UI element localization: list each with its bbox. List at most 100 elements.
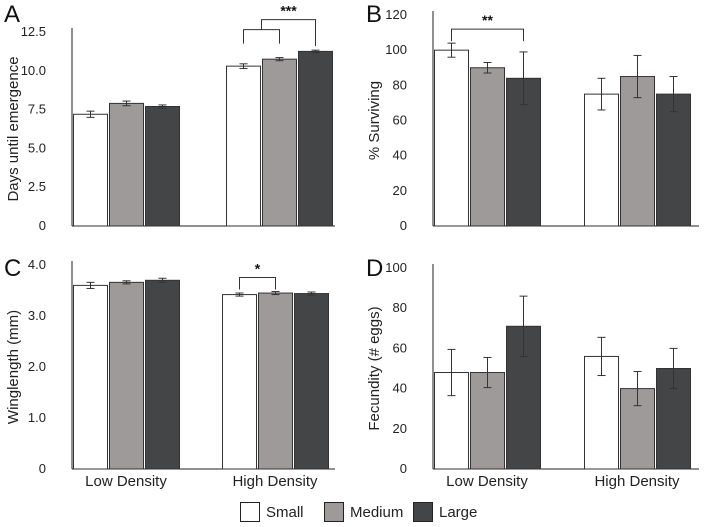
bar-a-1-large bbox=[298, 50, 333, 227]
y-tick-b-4: 80 bbox=[393, 77, 407, 92]
bar-a-0-medium bbox=[109, 102, 144, 227]
x-tick-c-0: Low Density bbox=[85, 473, 167, 490]
significance-label-c-0: * bbox=[255, 261, 261, 277]
error-bar-a-0-medium bbox=[122, 100, 131, 107]
panel-label-b: B bbox=[366, 1, 382, 28]
bar-c-1-small bbox=[222, 294, 257, 470]
y-axis-label-d: Fecundity (# eggs) bbox=[366, 306, 383, 430]
y-tick-a-2: 5.0 bbox=[28, 140, 46, 155]
y-axis-label-a: Days until emergence bbox=[5, 56, 22, 201]
bracket-line bbox=[239, 277, 276, 290]
bar-b-0-medium bbox=[470, 67, 505, 227]
significance-label-b-0: ** bbox=[482, 12, 493, 28]
y-tick-b-0: 0 bbox=[400, 218, 407, 233]
y-tick-b-2: 40 bbox=[393, 148, 407, 163]
y-tick-c-0: 0 bbox=[39, 461, 46, 476]
error-bar-c-0-large bbox=[158, 277, 167, 283]
error-bar-c-0-small bbox=[86, 281, 95, 289]
error-bar-c-0-medium bbox=[122, 280, 131, 285]
y-tick-a-1: 2.5 bbox=[28, 179, 46, 194]
panel-d: D Fecundity (# eggs) 0 20 40 60 80 100 Low Densi… bbox=[366, 255, 699, 490]
y-tick-b-5: 100 bbox=[385, 42, 407, 57]
legend-label-large: Large bbox=[439, 503, 478, 521]
error-bar-b-0-small bbox=[447, 42, 456, 58]
error-bar-d-1-medium bbox=[633, 371, 642, 407]
significance-bracket-a-0 bbox=[243, 19, 316, 47]
bar-d-0-medium bbox=[470, 372, 505, 470]
bracket-outer-line bbox=[261, 19, 316, 47]
y-tick-a-5: 12.5 bbox=[21, 24, 46, 39]
y-axis-label-c: Winglength (mm) bbox=[5, 310, 22, 424]
error-bar-d-0-large bbox=[519, 295, 528, 357]
y-tick-a-0: 0 bbox=[39, 218, 46, 233]
error-bar-c-1-large bbox=[307, 291, 316, 296]
bar-a-1-medium bbox=[262, 58, 297, 227]
x-tick-d-0: Low Density bbox=[446, 473, 528, 490]
bar-c-1-medium bbox=[258, 292, 293, 470]
error-bar-d-0-small bbox=[447, 348, 456, 397]
error-bar-a-0-large bbox=[158, 104, 167, 109]
y-tick-c-2: 2.0 bbox=[28, 359, 46, 374]
y-tick-a-3: 7.5 bbox=[28, 102, 46, 117]
bar-c-0-medium bbox=[109, 281, 144, 470]
bar-b-1-large bbox=[656, 93, 691, 227]
legend-label-medium: Medium bbox=[350, 503, 404, 521]
y-tick-d-4: 80 bbox=[393, 300, 407, 315]
bar-b-0-small bbox=[434, 49, 469, 227]
panel-label-a: A bbox=[4, 1, 20, 28]
y-tick-b-3: 60 bbox=[393, 113, 407, 128]
error-bar-d-0-medium bbox=[483, 356, 492, 389]
x-tick-c-1: High Density bbox=[232, 473, 318, 490]
y-tick-b-6: 120 bbox=[385, 7, 407, 22]
bracket-line bbox=[451, 28, 524, 42]
error-bar-b-1-medium bbox=[633, 54, 642, 99]
legend-label-small: Small bbox=[266, 503, 304, 521]
error-bar-a-0-small bbox=[86, 110, 95, 118]
x-tick-d-1: High Density bbox=[594, 473, 680, 490]
error-bar-d-1-small bbox=[597, 336, 606, 377]
y-tick-b-1: 20 bbox=[393, 183, 407, 198]
bar-a-0-large bbox=[145, 105, 180, 227]
bar-b-1-small bbox=[584, 93, 619, 227]
legend: Small Medium Large bbox=[0, 500, 707, 524]
error-bar-a-1-small bbox=[239, 63, 248, 69]
bracket-inner-line bbox=[243, 29, 280, 44]
y-tick-a-4: 10.0 bbox=[21, 63, 46, 78]
significance-bracket-b-0 bbox=[451, 28, 524, 42]
bar-c-0-large bbox=[145, 279, 180, 470]
legend-swatch-large bbox=[413, 502, 433, 522]
error-bar-b-0-medium bbox=[483, 61, 492, 74]
significance-label-a-0: *** bbox=[280, 3, 297, 19]
y-tick-d-2: 40 bbox=[393, 381, 407, 396]
bar-c-1-large bbox=[294, 293, 329, 470]
panel-label-c: C bbox=[4, 255, 21, 282]
y-axis-label-b: % Surviving bbox=[366, 81, 383, 160]
y-tick-d-5: 100 bbox=[385, 260, 407, 275]
y-tick-c-4: 4.0 bbox=[28, 257, 46, 272]
y-tick-d-1: 20 bbox=[393, 421, 407, 436]
legend-item-large: Large bbox=[413, 500, 477, 524]
y-tick-d-0: 0 bbox=[400, 461, 407, 476]
error-bar-a-1-large bbox=[311, 49, 320, 54]
y-tick-c-1: 1.0 bbox=[28, 410, 46, 425]
y-tick-c-3: 3.0 bbox=[28, 308, 46, 323]
error-bar-b-1-large bbox=[669, 76, 678, 113]
error-bar-a-1-medium bbox=[275, 57, 284, 62]
panel-b: B % Surviving 0 20 40 60 80 100 120 ** bbox=[366, 1, 699, 233]
bar-a-1-small bbox=[226, 65, 261, 227]
panel-a: A Days until emergence 0 2.5 5.0 7.5 10.0 12.5 *… bbox=[4, 1, 335, 233]
error-bar-b-0-large bbox=[519, 51, 528, 106]
bar-a-0-small bbox=[73, 113, 108, 227]
legend-item-small: Small bbox=[240, 500, 304, 524]
y-tick-d-3: 60 bbox=[393, 340, 407, 355]
legend-item-medium: Medium bbox=[324, 500, 403, 524]
error-bar-c-1-small bbox=[235, 292, 244, 297]
figure: A Days until emergence 0 2.5 5.0 7.5 10.0 12.5 *… bbox=[4, 1, 699, 490]
legend-swatch-medium bbox=[324, 502, 344, 522]
bar-b-1-medium bbox=[620, 76, 655, 227]
bar-c-0-small bbox=[73, 284, 108, 470]
significance-bracket-c-0 bbox=[239, 277, 276, 290]
panel-c: C Winglength (mm) 0 1.0 2.0 3.0 4.0 Low Density… bbox=[4, 255, 335, 490]
error-bar-c-1-medium bbox=[271, 291, 280, 296]
legend-swatch-small bbox=[240, 502, 260, 522]
